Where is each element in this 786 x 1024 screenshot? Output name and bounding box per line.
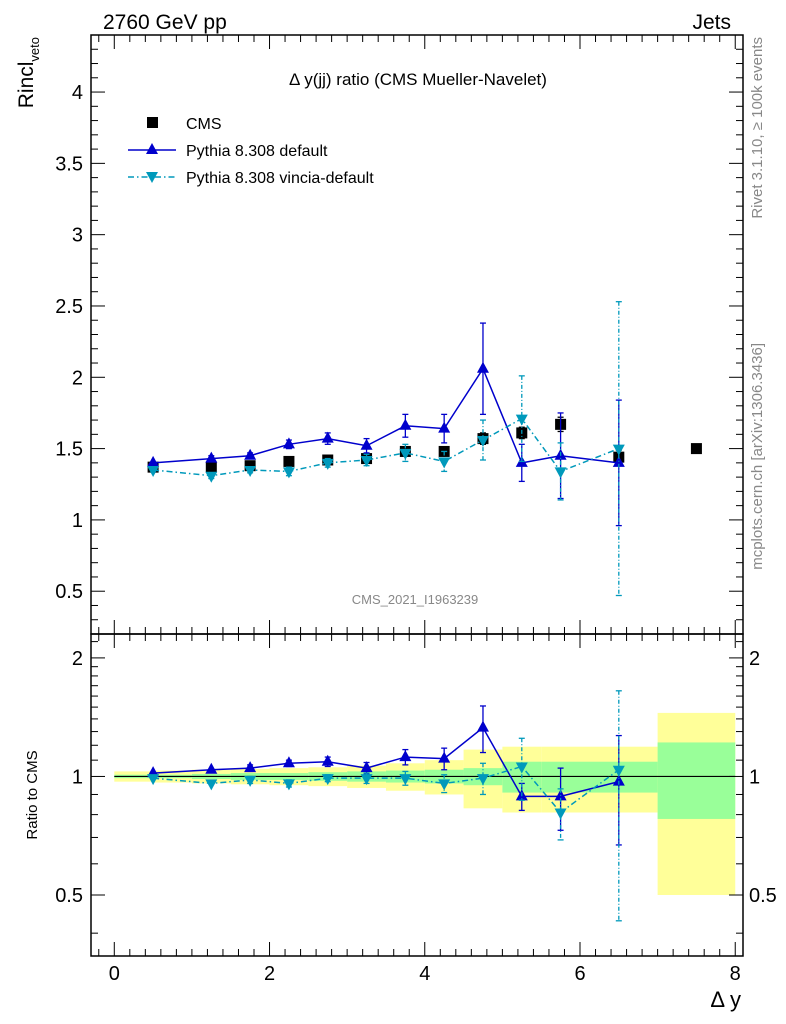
data-point-pythia-vincia xyxy=(321,458,334,470)
ratio-uncertainty-bands xyxy=(114,712,736,895)
ratio-panel-ticks: 0.5 0.5 1 1 2 2 0 2 4 6 8 xyxy=(55,634,777,985)
ratio-point-pythia-default xyxy=(612,774,625,786)
legend-label-cms: CMS xyxy=(186,116,222,133)
main-y-tick-label: 1.5 xyxy=(55,439,83,461)
series-line-pythia-default xyxy=(153,367,619,464)
ratio-point-pythia-default xyxy=(438,751,451,763)
main-y-axis-label-sub: veto xyxy=(27,37,42,62)
data-point-pythia-default xyxy=(321,431,334,443)
mcplots-label: mcplots.cern.ch [arXiv:1306.3436] xyxy=(749,343,766,570)
x-tick-label: 4 xyxy=(419,963,430,985)
ratio-panel-data xyxy=(147,690,625,922)
ratio-y-tick-label-right: 1 xyxy=(749,766,760,788)
stat-uncertainty-band xyxy=(657,742,736,819)
ratio-point-pythia-vincia xyxy=(438,779,451,791)
data-point-pythia-default xyxy=(282,437,295,449)
main-y-tick-label: 2 xyxy=(72,367,83,389)
main-y-tick-label: 2.5 xyxy=(55,296,83,318)
legend-marker-pythia-default xyxy=(146,143,158,154)
ratio-point-pythia-vincia xyxy=(399,774,412,786)
ratio-point-pythia-default xyxy=(476,720,489,732)
data-point-pythia-vincia xyxy=(399,448,412,460)
data-point-pythia-default xyxy=(399,418,412,430)
legend-marker-cms xyxy=(147,117,158,128)
ratio-point-pythia-vincia xyxy=(476,774,489,786)
ratio-point-pythia-vincia xyxy=(612,765,625,777)
ratio-point-pythia-default xyxy=(321,754,334,766)
legend-marker-pythia-vincia xyxy=(146,172,158,183)
ratio-line-pythia-default xyxy=(153,726,619,798)
ratio-y-tick-label-left: 1 xyxy=(72,766,83,788)
analysis-watermark: CMS_2021_I1963239 xyxy=(352,592,479,607)
data-point-pythia-vincia xyxy=(612,444,625,456)
data-point-cms xyxy=(205,461,217,473)
x-axis-label: Δ y xyxy=(710,987,741,1012)
data-point-cms xyxy=(244,460,256,472)
ratio-point-pythia-vincia xyxy=(554,808,567,820)
ratio-point-pythia-vincia xyxy=(147,774,160,786)
main-y-tick-label: 0.5 xyxy=(55,581,83,603)
data-point-cms xyxy=(283,455,295,467)
data-point-pythia-default xyxy=(205,451,218,463)
data-point-pythia-vincia xyxy=(515,414,528,426)
ratio-point-pythia-vincia xyxy=(515,762,528,774)
legend-label-pythia-vincia: Pythia 8.308 vincia-default xyxy=(186,170,374,187)
ratio-y-tick-label-right: 0.5 xyxy=(749,885,777,907)
x-tick-label: 0 xyxy=(109,963,120,985)
ratio-point-pythia-default xyxy=(399,750,412,762)
data-point-pythia-default xyxy=(360,438,373,450)
ratio-point-pythia-vincia xyxy=(282,779,295,791)
data-point-pythia-vincia xyxy=(282,467,295,479)
ratio-point-pythia-default xyxy=(282,756,295,768)
x-tick-label: 6 xyxy=(574,963,585,985)
data-point-pythia-default xyxy=(476,361,489,373)
legend-label-pythia-default: Pythia 8.308 default xyxy=(186,143,328,160)
ratio-point-pythia-vincia xyxy=(321,774,334,786)
ratio-point-pythia-vincia xyxy=(205,779,218,791)
ratio-panel-frame xyxy=(90,633,744,957)
main-panel-data xyxy=(147,301,702,597)
ratio-y-tick-label-right: 2 xyxy=(749,648,760,670)
rivet-label: Rivet 3.1.10, ≥ 100k events xyxy=(749,37,766,219)
x-tick-label: 8 xyxy=(730,963,741,985)
main-y-axis-label-main: Rincl xyxy=(15,62,38,109)
header-right-label: Jets xyxy=(692,11,731,34)
ratio-y-axis-label: Ratio to CMS xyxy=(24,750,41,839)
header-left-label: 2760 GeV pp xyxy=(103,11,227,34)
ratio-point-pythia-vincia xyxy=(244,775,257,787)
main-y-tick-label: 3 xyxy=(72,225,83,247)
data-point-cms xyxy=(690,443,702,455)
ratio-point-pythia-default xyxy=(244,761,257,773)
data-point-pythia-vincia xyxy=(554,467,567,479)
data-point-pythia-default xyxy=(244,448,257,460)
ratio-line-pythia-vincia xyxy=(153,765,620,814)
main-y-tick-label: 1 xyxy=(72,510,83,532)
main-y-tick-label: 3.5 xyxy=(55,153,83,175)
data-point-pythia-vincia xyxy=(476,436,489,448)
legend: CMS Pythia 8.308 default Pythia 8.308 vi… xyxy=(128,116,374,187)
series-line-pythia-vincia xyxy=(153,417,620,477)
main-panel-ticks: 0.5 1 1.5 2 2.5 3 3.5 4 xyxy=(55,35,743,634)
main-y-tick-label: 4 xyxy=(72,82,83,104)
main-title: Δ y(jj) ratio (CMS Mueller-Navelet) xyxy=(289,70,547,89)
main-y-axis-label: Rinclveto xyxy=(15,37,42,108)
x-tick-label: 2 xyxy=(264,963,275,985)
data-point-pythia-vincia xyxy=(147,465,160,477)
ratio-point-pythia-vincia xyxy=(360,774,373,786)
ratio-y-tick-label-left: 0.5 xyxy=(55,885,83,907)
data-point-pythia-default xyxy=(147,455,160,467)
data-point-pythia-vincia xyxy=(438,457,451,469)
data-point-pythia-vincia xyxy=(244,465,257,477)
ratio-point-pythia-default xyxy=(360,761,373,773)
ratio-y-tick-label-left: 2 xyxy=(72,648,83,670)
ratio-point-pythia-default xyxy=(205,762,218,774)
data-point-pythia-vincia xyxy=(360,456,373,468)
data-point-pythia-default xyxy=(438,421,451,433)
data-point-pythia-vincia xyxy=(205,471,218,483)
